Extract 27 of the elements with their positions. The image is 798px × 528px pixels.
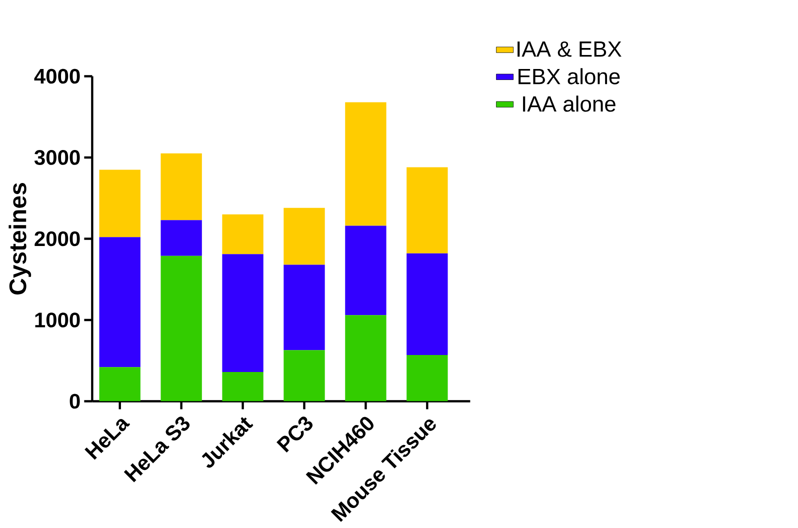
y-axis-title: Cysteines [8, 183, 32, 294]
bar [284, 350, 325, 402]
y-tick-label: 1000 [35, 312, 80, 328]
bar [406, 253, 448, 355]
bar [160, 153, 202, 220]
bar [345, 226, 386, 316]
bar [222, 372, 264, 402]
bar [99, 170, 140, 238]
bar [222, 214, 264, 254]
bar [222, 254, 264, 372]
bar [345, 102, 386, 226]
bar [406, 354, 448, 402]
legend-label: IAA & EBX [518, 41, 622, 57]
y-tick-label: 3000 [34, 150, 80, 165]
bar [406, 167, 448, 254]
bar [345, 315, 386, 402]
bar [160, 256, 202, 402]
bar [160, 220, 202, 256]
bar [99, 367, 140, 402]
bar [284, 208, 325, 265]
y-tick-label: 0 [70, 394, 80, 409]
y-tick-label: 2000 [34, 231, 80, 246]
legend-label: EBX alone [518, 68, 620, 84]
y-tick-label: 4000 [34, 68, 80, 84]
bar [284, 264, 325, 350]
bar [99, 237, 140, 368]
legend-label: IAA alone [523, 96, 616, 112]
